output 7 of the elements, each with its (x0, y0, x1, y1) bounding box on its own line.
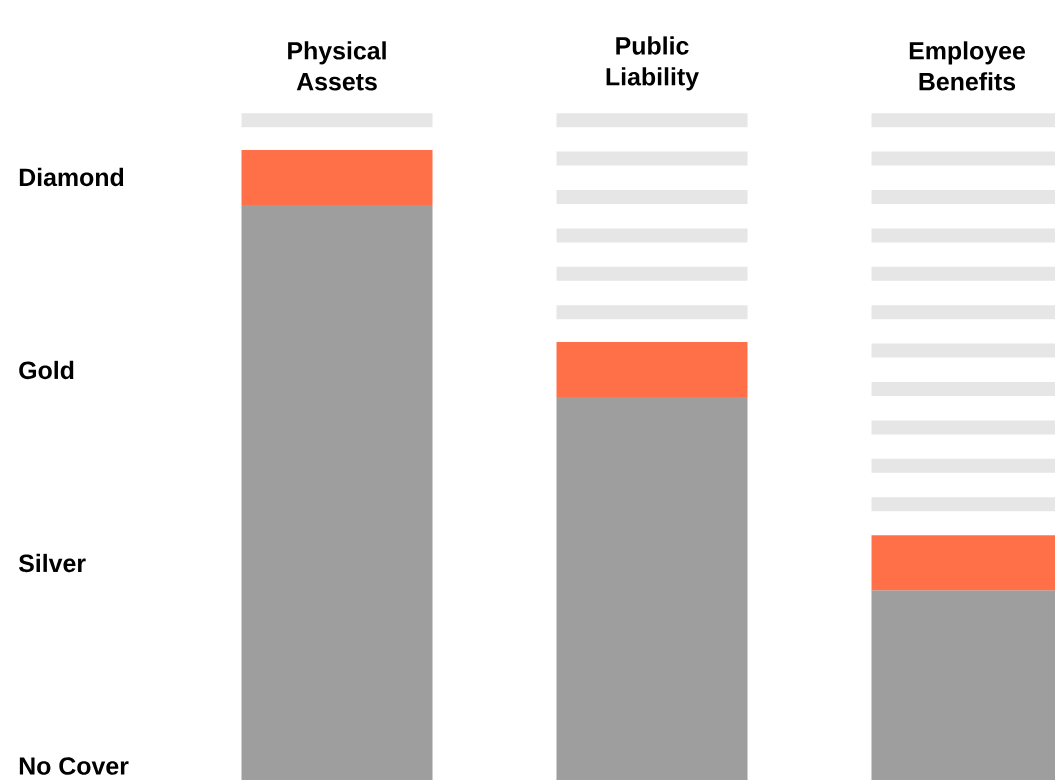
x-tick-label: Employee Benefits (909, 41, 1025, 91)
x-tick-label: Physical Assets (288, 41, 386, 91)
x-tick-label: Public Liability (606, 36, 699, 91)
text: Diamond (19, 167, 124, 187)
text: Silver (18, 553, 86, 573)
text: Gold (19, 360, 74, 380)
text: No Cover (19, 757, 129, 775)
